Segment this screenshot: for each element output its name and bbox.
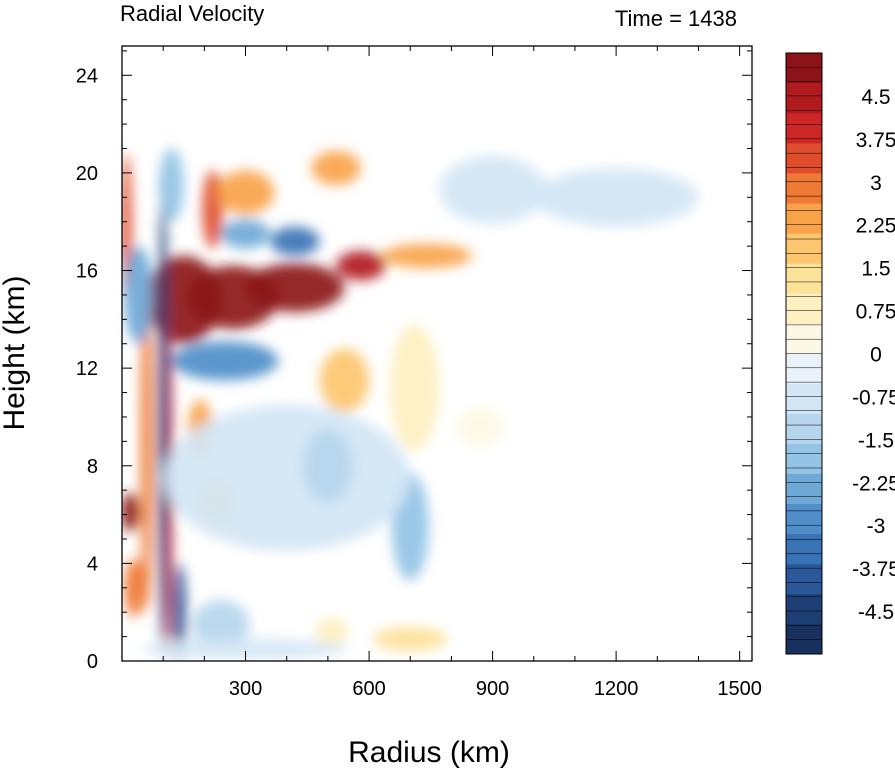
colorbar-swatch [786,83,822,114]
colorbar-swatch [786,413,822,444]
field-feature-33 [142,639,349,659]
colorbar-label: -0.75 [852,386,895,409]
colorbar-swatch [786,203,822,234]
plot-frame [121,45,753,662]
x-tick-label: 1200 [594,678,639,700]
y-tick-label: 20 [76,163,98,185]
colorbar-frame [785,52,823,655]
field-feature-28 [163,404,411,552]
field-feature-10 [216,170,275,215]
field-feature-5 [122,492,140,532]
field-feature-22 [124,246,153,344]
field-feature-30 [439,155,547,225]
colorbar-label: -3 [867,515,886,538]
velocity-field [122,148,699,661]
field-feature-4 [381,243,473,269]
field-feature-9 [202,170,223,249]
colorbar-swatch [786,113,822,144]
colorbar-swatch [786,143,822,174]
field-feature-19 [124,558,145,618]
colorbar-label: -2.25 [852,472,895,495]
field-feature-29 [303,429,353,503]
colorbar-swatch [786,533,822,565]
x-axis: 300 600 900 1200 1500 [162,46,762,700]
chart-title: Radial Velocity [120,1,264,26]
y-axis-label: Height (km) [0,275,31,430]
field-feature-24 [270,226,320,256]
y-tick-label: 4 [87,553,98,575]
colorbar-swatch [786,623,822,655]
field-feature-20 [158,173,169,661]
y-axis: 0 4 8 12 16 20 24 [76,50,752,673]
colorbar-label: -3.75 [852,558,895,581]
colorbar-swatch [786,473,822,505]
field-feature-21 [173,563,187,661]
colorbar-label: 3 [870,172,882,195]
colorbar-swatch [786,503,822,535]
colorbar-swatch [786,173,822,204]
y-tick-label: 24 [76,65,98,87]
colorbar: 4.5 3.75 3 2.25 1.5 0.75 0 -0.75 -1.5 -2.25 -3 -3.7… [785,52,895,655]
colorbar-swatch [786,53,822,84]
colorbar-swatch [786,263,822,294]
y-tick-label: 8 [87,456,98,478]
colorbar-swatch [786,293,822,324]
field-feature-11 [311,150,361,186]
colorbar-label: 0 [870,344,882,367]
chart-subtitle: Time = 1438 [615,6,737,31]
colorbar-label: -1.5 [858,429,894,452]
colorbar-swatch [786,323,822,354]
field-feature-2 [245,263,345,312]
y-tick-label: 12 [76,358,98,380]
y-tick-label: 16 [76,261,98,283]
field-feature-17 [373,626,448,652]
field-feature-26 [159,148,184,222]
colorbar-label: 0.75 [856,301,895,324]
colorbar-label: 3.75 [856,129,895,152]
colorbar-swatch [786,563,822,595]
x-tick-label: 600 [352,678,385,700]
field-feature-3 [336,251,386,281]
colorbar-swatch [786,593,822,625]
x-axis-label: Radius (km) [348,736,510,769]
x-tick-label: 300 [229,678,262,700]
colorbar-swatch [786,383,822,414]
y-tick-label: 0 [87,651,98,673]
field-feature-23 [171,341,279,381]
field-feature-18 [315,617,349,647]
field-feature-16 [455,407,505,447]
colorbar-label: -4.5 [858,601,894,624]
colorbar-swatch [786,233,822,264]
colorbar-label: 1.5 [861,258,890,281]
field-feature-32 [192,600,250,649]
colorbar-swatch [786,443,822,474]
field-feature-14 [319,348,370,412]
field-feature-31 [533,168,699,227]
colorbar-label: 2.25 [856,215,895,238]
colorbar-label: 4.5 [861,86,890,109]
x-tick-label: 1500 [717,678,762,700]
field-feature-15 [389,324,440,452]
field-feature-25 [220,219,271,249]
x-tick-label: 900 [476,678,509,700]
field-feature-6 [140,270,153,613]
colorbar-swatch [786,353,822,384]
